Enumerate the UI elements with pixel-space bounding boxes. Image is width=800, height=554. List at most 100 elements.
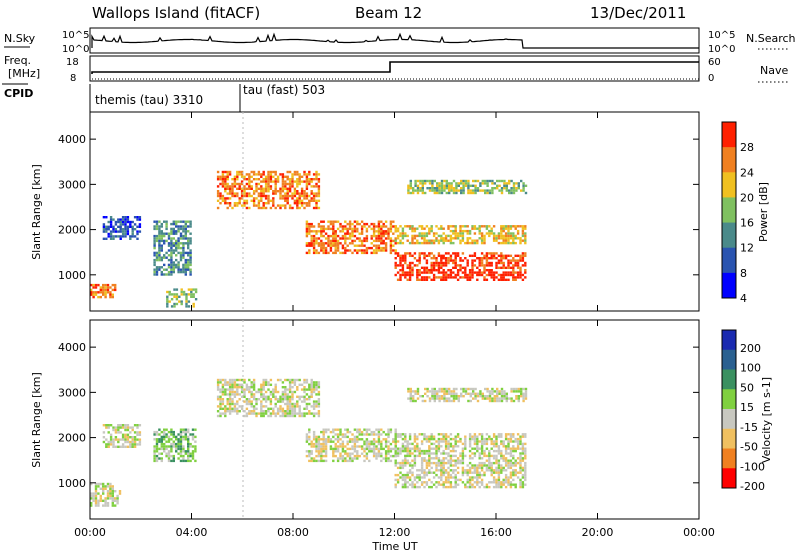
heatmap-cell bbox=[401, 259, 405, 262]
heatmap-cell bbox=[360, 244, 364, 247]
heatmap-cell bbox=[312, 442, 316, 446]
heatmap-cell bbox=[233, 390, 237, 394]
heatmap-cell bbox=[240, 173, 244, 176]
heatmap-cell bbox=[413, 445, 417, 448]
heatmap-cell bbox=[485, 437, 489, 441]
heatmap-cell bbox=[324, 246, 328, 250]
heatmap-cell bbox=[111, 492, 114, 495]
heatmap-cell bbox=[182, 430, 185, 434]
heatmap-cell bbox=[500, 442, 503, 446]
heatmap-cell bbox=[296, 182, 299, 186]
heatmap-cell bbox=[226, 170, 229, 174]
heatmap-cell bbox=[375, 428, 378, 431]
heatmap-cell bbox=[250, 390, 253, 394]
heatmap-cell bbox=[94, 293, 98, 296]
heatmap-cell bbox=[438, 387, 441, 391]
heatmap-cell bbox=[248, 400, 251, 403]
heatmap-cell bbox=[163, 263, 166, 267]
heatmap-cell bbox=[336, 428, 340, 431]
heatmap-cell bbox=[356, 454, 359, 458]
heatmap-cell bbox=[264, 190, 268, 193]
heatmap-cell bbox=[401, 437, 405, 441]
heatmap-cell bbox=[444, 257, 448, 260]
heatmap-cell bbox=[425, 483, 429, 486]
heatmap-cell bbox=[517, 182, 520, 185]
heatmap-cell bbox=[430, 485, 433, 489]
heatmap-cell bbox=[317, 185, 321, 188]
heatmap-cell bbox=[182, 450, 185, 453]
heatmap-cell bbox=[428, 464, 431, 467]
colorbar-tick-label: -100 bbox=[740, 460, 765, 473]
heatmap-cell bbox=[448, 182, 451, 185]
heatmap-cell bbox=[315, 173, 318, 176]
heatmap-cell bbox=[233, 204, 237, 207]
heatmap-cell bbox=[358, 232, 361, 235]
heatmap-cell bbox=[464, 447, 467, 450]
heatmap-cell bbox=[509, 241, 513, 245]
heatmap-cell bbox=[401, 442, 405, 446]
heatmap-cell bbox=[394, 249, 397, 252]
heatmap-cell bbox=[99, 497, 102, 500]
heatmap-cell bbox=[452, 232, 455, 235]
heatmap-cell bbox=[524, 433, 527, 436]
heatmap-cell bbox=[353, 447, 357, 451]
heatmap-cell bbox=[351, 239, 354, 243]
heatmap-cell bbox=[184, 242, 187, 245]
heatmap-cell bbox=[224, 393, 227, 396]
heatmap-cell bbox=[514, 271, 517, 274]
heatmap-cell bbox=[117, 440, 120, 444]
heatmap-cell bbox=[399, 273, 402, 277]
heatmap-cell bbox=[267, 202, 270, 205]
heatmap-cell bbox=[288, 178, 292, 181]
heatmap-cell bbox=[298, 178, 301, 181]
heatmap-cell bbox=[492, 257, 496, 260]
heatmap-cell bbox=[396, 440, 400, 443]
heatmap-cell bbox=[401, 227, 405, 230]
heatmap-cell bbox=[384, 452, 388, 455]
heatmap-cell bbox=[190, 293, 193, 296]
heatmap-cell bbox=[310, 378, 313, 382]
heatmap-cell bbox=[288, 185, 292, 188]
heatmap-cell bbox=[262, 381, 265, 384]
heatmap-cell bbox=[336, 234, 340, 238]
heatmap-cell bbox=[375, 239, 378, 243]
heatmap-cell bbox=[370, 227, 373, 231]
heatmap-cell bbox=[468, 466, 472, 470]
heatmap-cell bbox=[490, 232, 493, 235]
heatmap-cell bbox=[456, 252, 460, 255]
heatmap-cell bbox=[167, 454, 171, 458]
heatmap-cell bbox=[296, 395, 299, 398]
heatmap-cell bbox=[452, 189, 456, 192]
heatmap-cell bbox=[514, 237, 517, 240]
heatmap-cell bbox=[228, 190, 232, 193]
heatmap-cell bbox=[102, 291, 105, 294]
heatmap-cell bbox=[491, 182, 494, 185]
heatmap-cell bbox=[231, 388, 234, 391]
heatmap-cell bbox=[315, 175, 318, 178]
heatmap-cell bbox=[440, 179, 444, 183]
heatmap-cell bbox=[332, 242, 335, 245]
heatmap-cell bbox=[425, 440, 429, 443]
heatmap-cell bbox=[408, 435, 412, 438]
heatmap-cell bbox=[240, 386, 244, 389]
heatmap-cell bbox=[447, 252, 450, 255]
heatmap-cell bbox=[502, 241, 505, 245]
colorbar-swatch bbox=[722, 409, 736, 430]
heatmap-cell bbox=[288, 383, 292, 386]
heatmap-cell bbox=[452, 179, 456, 183]
heatmap-cell bbox=[442, 466, 445, 470]
heatmap-cell bbox=[524, 447, 527, 450]
heatmap-cell bbox=[404, 447, 407, 450]
y-tick-label: 2000 bbox=[58, 224, 86, 237]
heatmap-cell bbox=[189, 225, 192, 228]
heatmap-cell bbox=[153, 438, 156, 441]
heatmap-cell bbox=[320, 234, 323, 238]
heatmap-cell bbox=[479, 189, 482, 192]
heatmap-cell bbox=[109, 225, 113, 228]
heatmap-cell bbox=[160, 459, 163, 463]
heatmap-cell bbox=[454, 449, 457, 453]
heatmap-cell bbox=[472, 179, 475, 183]
heatmap-cell bbox=[99, 482, 102, 486]
heatmap-cell bbox=[454, 478, 457, 482]
heatmap-cell bbox=[394, 264, 397, 267]
